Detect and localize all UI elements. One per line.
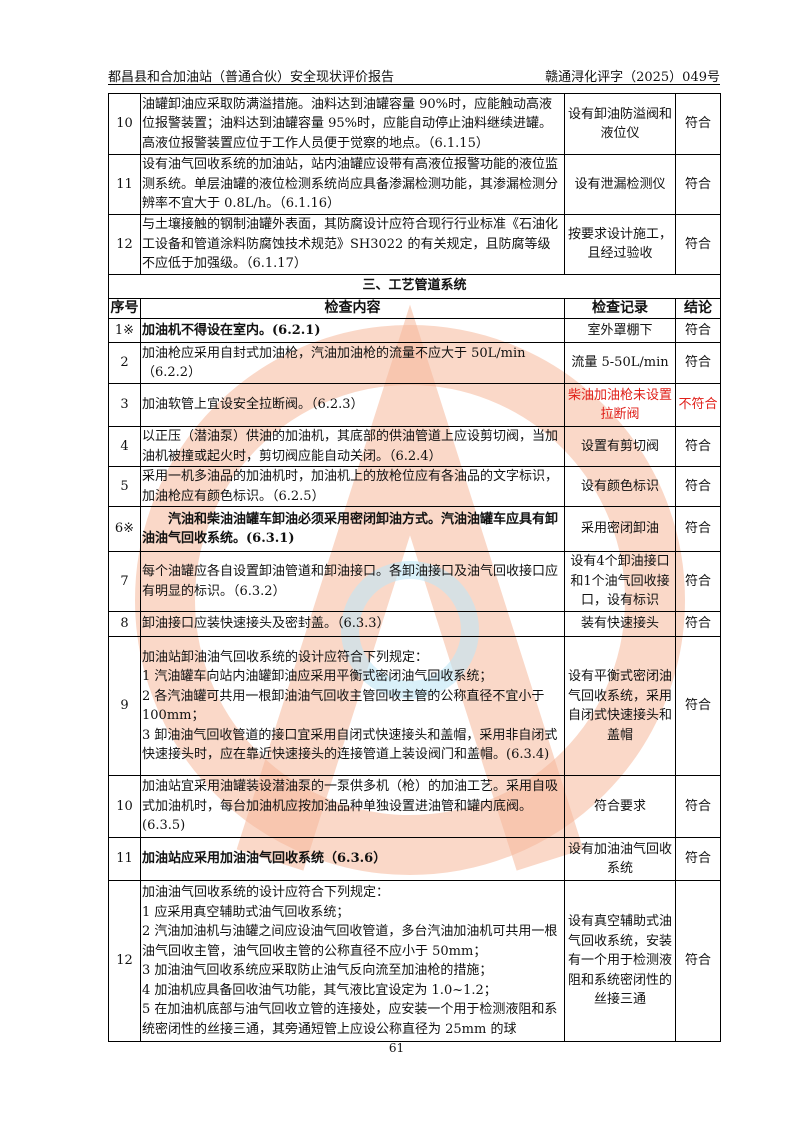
check-record: 设有泄漏检测仪 bbox=[564, 154, 676, 215]
row-number: 9 bbox=[108, 636, 141, 776]
check-content: 卸油接口应装快速接头及密封盖。（6.3.3） bbox=[140, 611, 565, 637]
table-row: 4 以正压（潜油泵）供油的加油机，其底部的供油管道上应设剪切阀，当加油机被撞或起火… bbox=[108, 426, 721, 467]
table-row: 6※ 汽油和柴油油罐车卸油必须采用密闭卸油方式。汽油油罐车应具有卸油油气回收系统… bbox=[108, 506, 721, 552]
column-header-content: 检查内容 bbox=[140, 297, 565, 319]
table-row: 7 每个油罐应各自设置卸油管道和卸油接口。各卸油接口及油气回收接口应有明显的标识。… bbox=[108, 551, 721, 612]
check-content: 加油站卸油油气回收系统的设计应符合下列规定： 1 汽油罐车向站内油罐卸油应采用平… bbox=[140, 636, 565, 776]
check-content: 油罐卸油应采取防满溢措施。油料达到油罐容量 90%时，应能触动高液位报警装置；油… bbox=[140, 93, 565, 155]
row-number: 12 bbox=[108, 880, 141, 1042]
row-number: 3 bbox=[108, 383, 141, 427]
check-result: 符合 bbox=[675, 636, 721, 776]
row-number: 10 bbox=[108, 775, 141, 838]
check-result: 符合 bbox=[675, 318, 721, 343]
check-content: 加油软管上宜设安全拉断阀。（6.2.3） bbox=[140, 383, 565, 427]
check-content: 与土壤接触的钢制油罐外表面，其防腐设计应符合现行行业标准《石油化工设备和管道涂料… bbox=[140, 214, 565, 275]
check-result: 符合 bbox=[675, 506, 721, 552]
check-content: 设有油气回收系统的加油站，站内油罐应设带有高液位报警功能的液位监测系统。单层油罐… bbox=[140, 154, 565, 215]
check-record: 设置有剪切阀 bbox=[564, 426, 676, 467]
check-result: 符合 bbox=[675, 426, 721, 467]
check-result: 符合 bbox=[675, 611, 721, 637]
table-row: 10 油罐卸油应采取防满溢措施。油料达到油罐容量 90%时，应能触动高液位报警装置… bbox=[108, 93, 721, 155]
row-number: 6※ bbox=[108, 506, 141, 552]
table-row: 10 加油站宜采用油罐装设潜油泵的一泵供多机（枪）的加油工艺。采用自吸式加油机时，… bbox=[108, 775, 721, 838]
check-result: 不符合 bbox=[675, 383, 721, 427]
check-record: 设有颜色标识 bbox=[564, 466, 676, 507]
check-result: 符合 bbox=[675, 551, 721, 612]
report-title: 都昌县和合加油站（普通合伙）安全现状评价报告 bbox=[108, 70, 395, 85]
check-result: 符合 bbox=[675, 154, 721, 215]
table-row: 3 加油软管上宜设安全拉断阀。（6.2.3） 柴油加油枪未设置拉断阀 不符合 bbox=[108, 383, 721, 427]
check-content: 加油枪应采用自封式加油枪，汽油加油枪的流量不应大于 50L/min（6.2.2） bbox=[140, 342, 565, 384]
page-header: 都昌县和合加油站（普通合伙）安全现状评价报告 赣通浔化评字（2025）049号 bbox=[108, 66, 720, 85]
column-header-record: 检查记录 bbox=[564, 297, 676, 319]
check-result: 符合 bbox=[675, 880, 721, 1042]
check-content: 每个油罐应各自设置卸油管道和卸油接口。各卸油接口及油气回收接口应有明显的标识。（… bbox=[140, 551, 565, 612]
check-record: 设有4个卸油接口和1个油气回收接口，设有标识 bbox=[564, 551, 676, 612]
check-record: 流量 5-50L/min bbox=[564, 342, 676, 384]
column-header-result: 结论 bbox=[675, 297, 721, 319]
check-content: 汽油和柴油油罐车卸油必须采用密闭卸油方式。汽油油罐车应具有卸油油气回收系统。(6… bbox=[140, 506, 565, 552]
check-content: 加油油气回收系统的设计应符合下列规定： 1 应采用真空辅助式油气回收系统； 2 … bbox=[140, 880, 565, 1042]
row-number: 11 bbox=[108, 154, 141, 215]
check-record: 柴油加油枪未设置拉断阀 bbox=[564, 383, 676, 427]
column-header-no: 序号 bbox=[108, 297, 141, 319]
table-row: 11 设有油气回收系统的加油站，站内油罐应设带有高液位报警功能的液位监测系统。单层… bbox=[108, 154, 721, 215]
table-row: 9 加油站卸油油气回收系统的设计应符合下列规定： 1 汽油罐车向站内油罐卸油应采用… bbox=[108, 636, 721, 776]
check-record: 符合要求 bbox=[564, 775, 676, 838]
page-number: 61 bbox=[388, 1041, 405, 1055]
check-content: 加油站宜采用油罐装设潜油泵的一泵供多机（枪）的加油工艺。采用自吸式加油机时，每台… bbox=[140, 775, 565, 838]
check-record: 装有快速接头 bbox=[564, 611, 676, 637]
table-row: 8 卸油接口应装快速接头及密封盖。（6.3.3） 装有快速接头 符合 bbox=[108, 611, 721, 637]
check-result: 符合 bbox=[675, 775, 721, 838]
section-row: 三、工艺管道系统 bbox=[108, 273, 721, 299]
check-result: 符合 bbox=[675, 466, 721, 507]
row-number: 10 bbox=[108, 93, 141, 155]
check-content: 加油机不得设在室内。(6.2.1) bbox=[140, 318, 565, 343]
row-number: 7 bbox=[108, 551, 141, 612]
check-content: 以正压（潜油泵）供油的加油机，其底部的供油管道上应设剪切阀，当加油机被撞或起火时… bbox=[140, 426, 565, 467]
check-record: 设有加油油气回收系统 bbox=[564, 837, 676, 881]
check-record: 按要求设计施工，且经过验收 bbox=[564, 214, 676, 275]
check-result: 符合 bbox=[675, 342, 721, 384]
check-result: 符合 bbox=[675, 93, 721, 155]
row-number: 5 bbox=[108, 466, 141, 507]
column-header-row: 序号 检查内容 检查记录 结论 bbox=[108, 297, 721, 319]
table-row: 12 与土壤接触的钢制油罐外表面，其防腐设计应符合现行行业标准《石油化工设备和管道… bbox=[108, 214, 721, 275]
row-number: 2 bbox=[108, 342, 141, 384]
table-row: 1※ 加油机不得设在室内。(6.2.1) 室外罩棚下 符合 bbox=[108, 318, 721, 343]
check-record: 采用密闭卸油 bbox=[564, 506, 676, 552]
row-number: 1※ bbox=[108, 318, 141, 343]
check-result: 符合 bbox=[675, 837, 721, 881]
table-row: 2 加油枪应采用自封式加油枪，汽油加油枪的流量不应大于 50L/min（6.2.2… bbox=[108, 342, 721, 384]
section-title: 三、工艺管道系统 bbox=[108, 273, 721, 299]
row-number: 4 bbox=[108, 426, 141, 467]
check-record: 设有平衡式密闭油气回收系统，采用自闭式快速接头和盖帽 bbox=[564, 636, 676, 776]
check-record: 设有真空辅助式油气回收系统，安装有一个用于检测液阻和系统密闭性的丝接三通 bbox=[564, 880, 676, 1042]
table-row: 11 加油站应采用加油油气回收系统（6.3.6） 设有加油油气回收系统 符合 bbox=[108, 837, 721, 881]
row-number: 8 bbox=[108, 611, 141, 637]
check-record: 室外罩棚下 bbox=[564, 318, 676, 343]
table-row: 12 加油油气回收系统的设计应符合下列规定： 1 应采用真空辅助式油气回收系统； … bbox=[108, 880, 721, 1042]
row-number: 11 bbox=[108, 837, 141, 881]
check-content: 加油站应采用加油油气回收系统（6.3.6） bbox=[140, 837, 565, 881]
table-row: 5 采用一机多油品的加油机时，加油机上的放枪位应有各油品的文字标识，加油枪应有颜色… bbox=[108, 466, 721, 507]
row-number: 12 bbox=[108, 214, 141, 275]
check-result: 符合 bbox=[675, 214, 721, 275]
report-number: 赣通浔化评字（2025）049号 bbox=[545, 70, 720, 85]
inspection-table: 10 油罐卸油应采取防满溢措施。油料达到油罐容量 90%时，应能触动高液位报警装置… bbox=[108, 93, 721, 1042]
check-content: 采用一机多油品的加油机时，加油机上的放枪位应有各油品的文字标识，加油枪应有颜色标… bbox=[140, 466, 565, 507]
check-record: 设有卸油防溢阀和液位仪 bbox=[564, 93, 676, 155]
